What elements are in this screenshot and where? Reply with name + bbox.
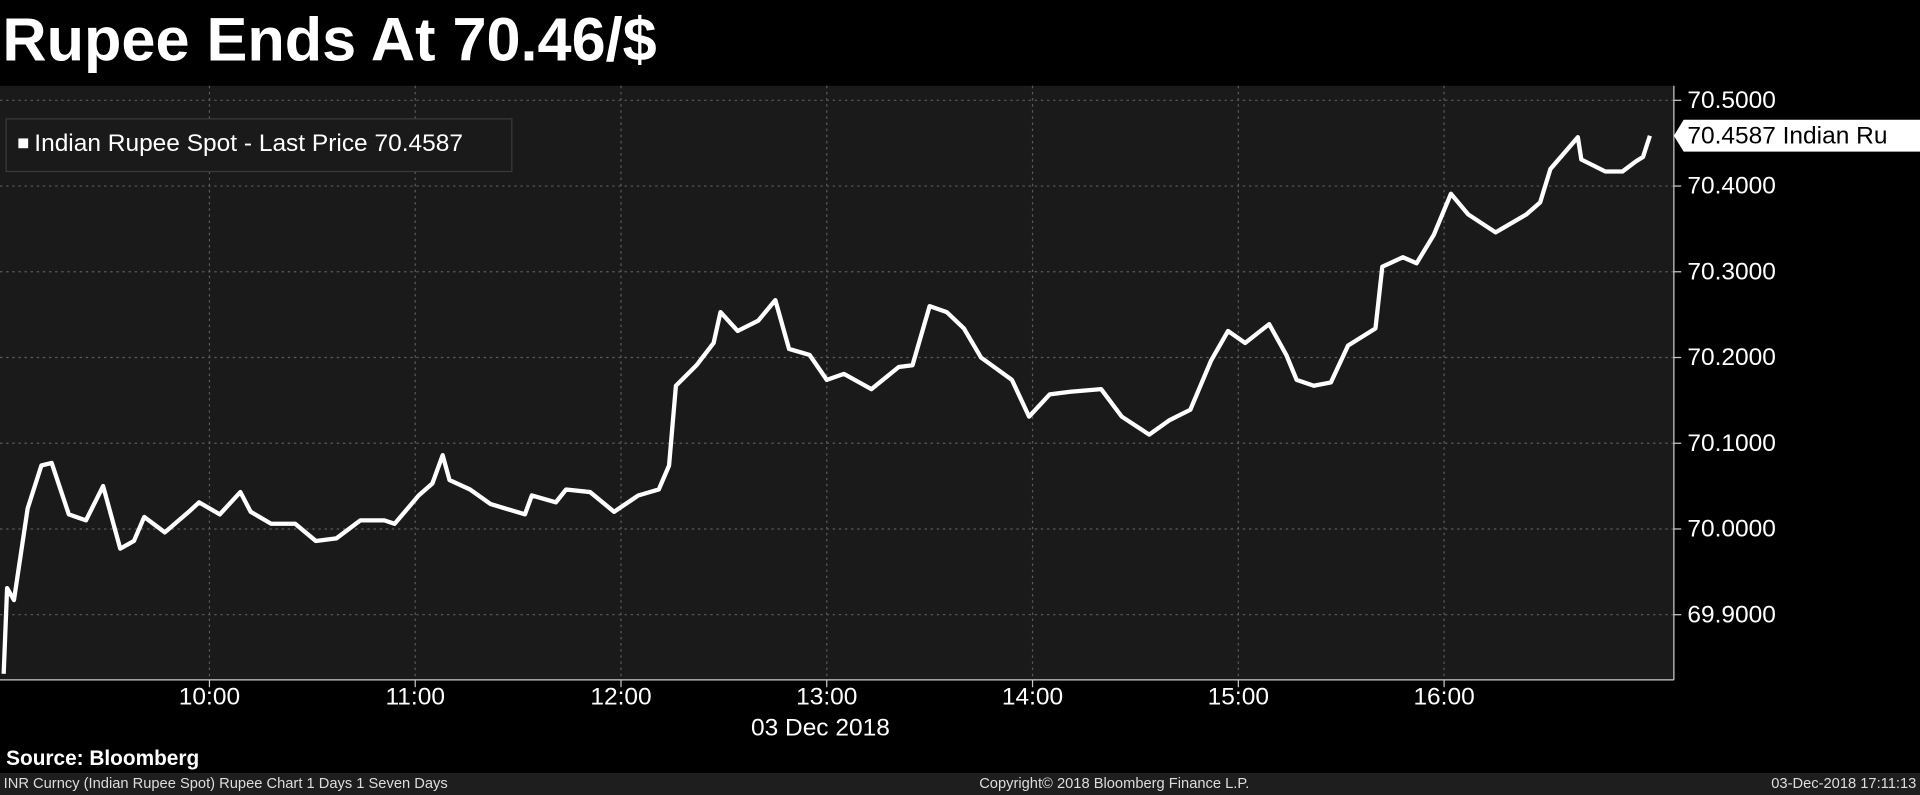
source: Source: Bloomberg <box>6 747 199 770</box>
plot-area <box>0 85 1674 680</box>
series <box>1 135 1652 674</box>
grid <box>0 85 1674 680</box>
x-tick-label: 12:00 <box>590 684 651 711</box>
y-tick-label: 70.0000 <box>1687 516 1775 543</box>
x-tick-label: 15:00 <box>1208 684 1269 711</box>
last-price-label: 70.4587 Indian Ru <box>1687 122 1887 149</box>
last-price-marker <box>1673 119 1920 152</box>
x-tick-label: 14:00 <box>1002 684 1063 711</box>
x-tick-label: 13:00 <box>796 684 857 711</box>
footer-left: INR Curncy (Indian Rupee Spot) Rupee Cha… <box>4 776 448 792</box>
y-tick-label: 70.4000 <box>1687 173 1775 200</box>
y-tick-label: 69.9000 <box>1687 601 1775 628</box>
series-line <box>1 135 1652 674</box>
legend-swatch <box>18 138 29 149</box>
y-tick-label: 70.1000 <box>1687 430 1775 457</box>
y-tick-label: 70.5000 <box>1687 87 1775 114</box>
y-tick-label: 70.2000 <box>1687 344 1775 371</box>
legend-label: Indian Rupee Spot - Last Price 70.4587 <box>34 130 463 157</box>
footer-bar <box>0 772 1920 795</box>
ticks: 69.9000 70.0000 70.1000 70.2000 70.3000 70.40… <box>179 87 1776 711</box>
x-date-label: 03 Dec 2018 <box>751 714 890 741</box>
x-tick-label: 10:00 <box>179 684 240 711</box>
source-bar <box>0 743 1920 772</box>
x-tick-label: 11:00 <box>385 684 444 711</box>
footer-center: Copyright© 2018 Bloomberg Finance L.P. <box>979 776 1249 792</box>
chart-title: Rupee Ends At 70.46/$ <box>2 5 656 73</box>
legend <box>5 118 513 173</box>
last-price-flag: 70.4587 Indian Ru <box>1673 119 1920 152</box>
footer-right: 03-Dec-2018 17:11:13 <box>1771 776 1916 792</box>
x-tick-label: 16:00 <box>1413 684 1474 711</box>
y-tick-label: 70.3000 <box>1687 258 1775 285</box>
